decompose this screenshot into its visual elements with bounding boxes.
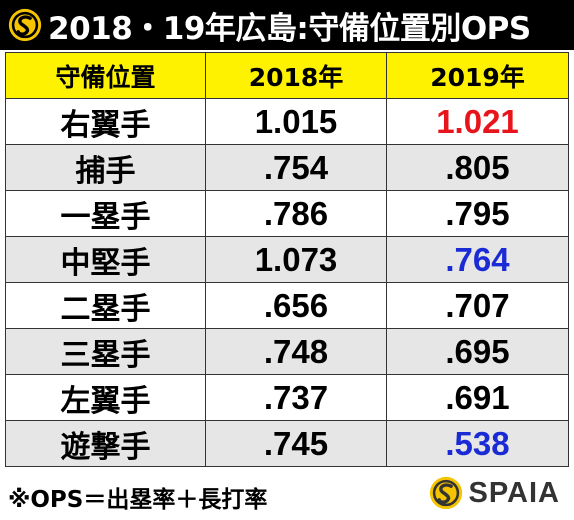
table-row: 右翼手 1.015 1.021 — [5, 98, 569, 145]
ops-2018-cell: .754 — [205, 144, 387, 191]
ops-2019-cell: .795 — [386, 190, 569, 237]
ops-2019-cell: .695 — [386, 328, 569, 375]
ops-2018-cell: .737 — [205, 374, 387, 421]
spaia-logo-icon — [8, 8, 42, 42]
ops-2019-cell: .538 — [386, 420, 569, 467]
ops-2019-cell: .805 — [386, 144, 569, 191]
ops-2018-cell: .656 — [205, 282, 387, 329]
spaia-logo-icon — [429, 476, 462, 510]
brand: SPAIA — [429, 476, 560, 510]
ops-table: 守備位置 2018年 2019年 右翼手 1.015 1.021 捕手 .754… — [5, 52, 569, 467]
table-header-row: 守備位置 2018年 2019年 — [5, 52, 569, 99]
header-position: 守備位置 — [5, 52, 206, 99]
ops-2019-cell: .764 — [386, 236, 569, 283]
position-cell: 右翼手 — [5, 98, 206, 145]
page-title: 2018・19年広島:守備位置別OPS — [48, 10, 531, 47]
ops-2019-cell: 1.021 — [386, 98, 569, 145]
position-cell: 捕手 — [5, 144, 206, 191]
ops-2019-cell: .691 — [386, 374, 569, 421]
position-cell: 三塁手 — [5, 328, 206, 375]
ops-2018-cell: .748 — [205, 328, 387, 375]
header-2019: 2019年 — [386, 52, 569, 99]
ops-2018-cell: .745 — [205, 420, 387, 467]
position-cell: 一塁手 — [5, 190, 206, 237]
ops-2018-cell: 1.073 — [205, 236, 387, 283]
position-cell: 左翼手 — [5, 374, 206, 421]
table-row: 二塁手 .656 .707 — [5, 282, 569, 329]
ops-2018-cell: 1.015 — [205, 98, 387, 145]
ops-footnote: ※OPS＝出塁率＋長打率 — [8, 487, 268, 513]
table-row: 一塁手 .786 .795 — [5, 190, 569, 237]
ops-2019-cell: .707 — [386, 282, 569, 329]
table-row: 捕手 .754 .805 — [5, 144, 569, 191]
brand-name: SPAIA — [468, 476, 560, 509]
position-cell: 遊撃手 — [5, 420, 206, 467]
title-bar: 2018・19年広島:守備位置別OPS — [0, 0, 574, 50]
position-cell: 二塁手 — [5, 282, 206, 329]
table-row: 中堅手 1.073 .764 — [5, 236, 569, 283]
header-2018: 2018年 — [205, 52, 387, 99]
table-row: 三塁手 .748 .695 — [5, 328, 569, 375]
table-row: 遊撃手 .745 .538 — [5, 420, 569, 467]
table-row: 左翼手 .737 .691 — [5, 374, 569, 421]
position-cell: 中堅手 — [5, 236, 206, 283]
ops-2018-cell: .786 — [205, 190, 387, 237]
